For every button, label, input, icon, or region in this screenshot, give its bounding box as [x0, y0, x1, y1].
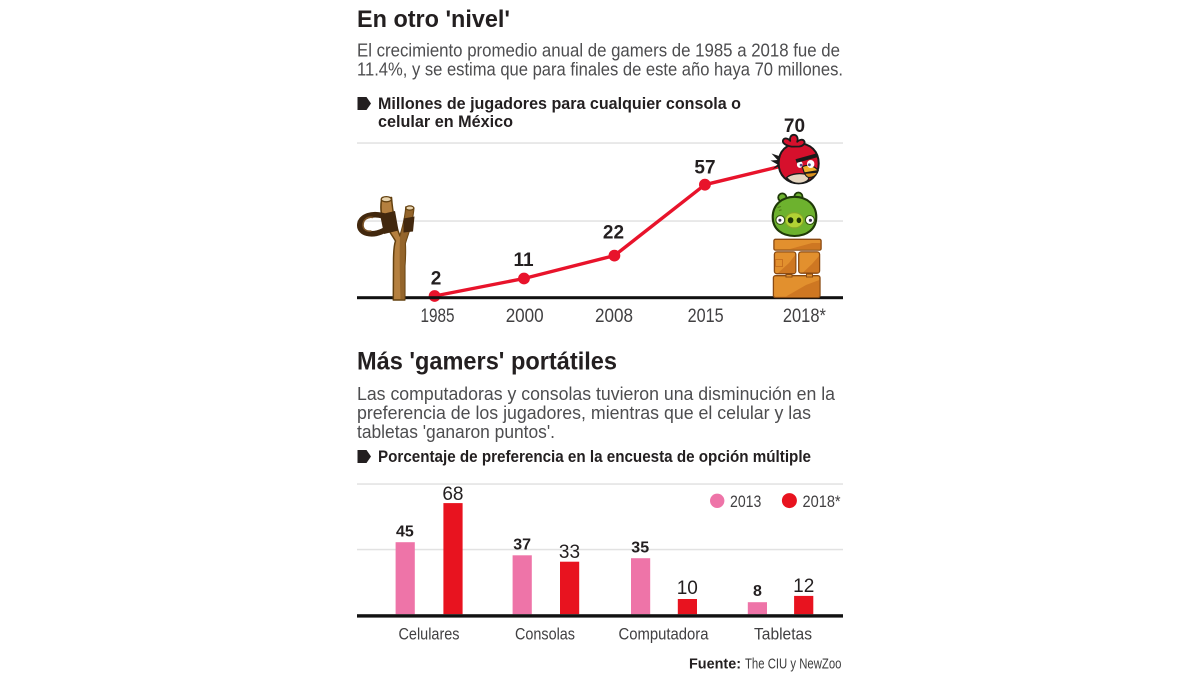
- svg-text:2015: 2015: [688, 306, 724, 327]
- svg-text:Las computadoras y consolas tu: Las computadoras y consolas tuvieron una…: [357, 384, 836, 404]
- svg-text:Millones de jugadores para cua: Millones de jugadores para cualquier con…: [378, 94, 741, 113]
- svg-text:El crecimiento promedio anual: El crecimiento promedio anual de gamers …: [357, 41, 840, 61]
- svg-text:Más 'gamers' portátiles: Más 'gamers' portátiles: [357, 348, 617, 376]
- svg-text:11.4%, y se estima que para fi: 11.4%, y se estima que para finales de e…: [357, 60, 843, 80]
- svg-text:2013: 2013: [730, 492, 761, 511]
- svg-text:10: 10: [677, 578, 698, 599]
- svg-text:2018*: 2018*: [803, 492, 841, 511]
- svg-text:8: 8: [753, 583, 762, 600]
- svg-text:preferencia de los jugadores,: preferencia de los jugadores, mientras q…: [357, 403, 811, 423]
- svg-text:35: 35: [631, 539, 649, 556]
- svg-text:tabletas 'ganaron puntos'.: tabletas 'ganaron puntos'.: [357, 422, 555, 442]
- svg-text:Computadora: Computadora: [619, 625, 709, 644]
- svg-text:12: 12: [793, 576, 814, 597]
- svg-text:45: 45: [396, 523, 414, 540]
- svg-text:2000: 2000: [506, 306, 544, 327]
- svg-text:70: 70: [784, 116, 805, 137]
- svg-text:11: 11: [513, 250, 534, 271]
- svg-text:Porcentaje de preferencia en l: Porcentaje de preferencia en la encuesta…: [378, 447, 811, 466]
- svg-text:33: 33: [559, 542, 580, 563]
- svg-text:2008: 2008: [595, 306, 633, 327]
- svg-text:Consolas: Consolas: [515, 625, 575, 644]
- svg-text:68: 68: [442, 484, 463, 505]
- svg-text:En otro 'nivel': En otro 'nivel': [357, 6, 510, 33]
- svg-text:1985: 1985: [421, 306, 455, 327]
- svg-text:Fuente:: Fuente:: [689, 655, 741, 672]
- svg-text:Tabletas: Tabletas: [754, 625, 812, 644]
- svg-text:Celulares: Celulares: [399, 625, 460, 644]
- svg-text:22: 22: [603, 223, 624, 244]
- svg-text:2018*: 2018*: [783, 306, 827, 327]
- svg-text:37: 37: [513, 537, 531, 554]
- svg-text:2: 2: [431, 269, 442, 290]
- svg-text:The CIU y NewZoo: The CIU y NewZoo: [745, 655, 842, 672]
- svg-text:celular en México: celular en México: [378, 112, 513, 131]
- svg-text:57: 57: [694, 158, 715, 179]
